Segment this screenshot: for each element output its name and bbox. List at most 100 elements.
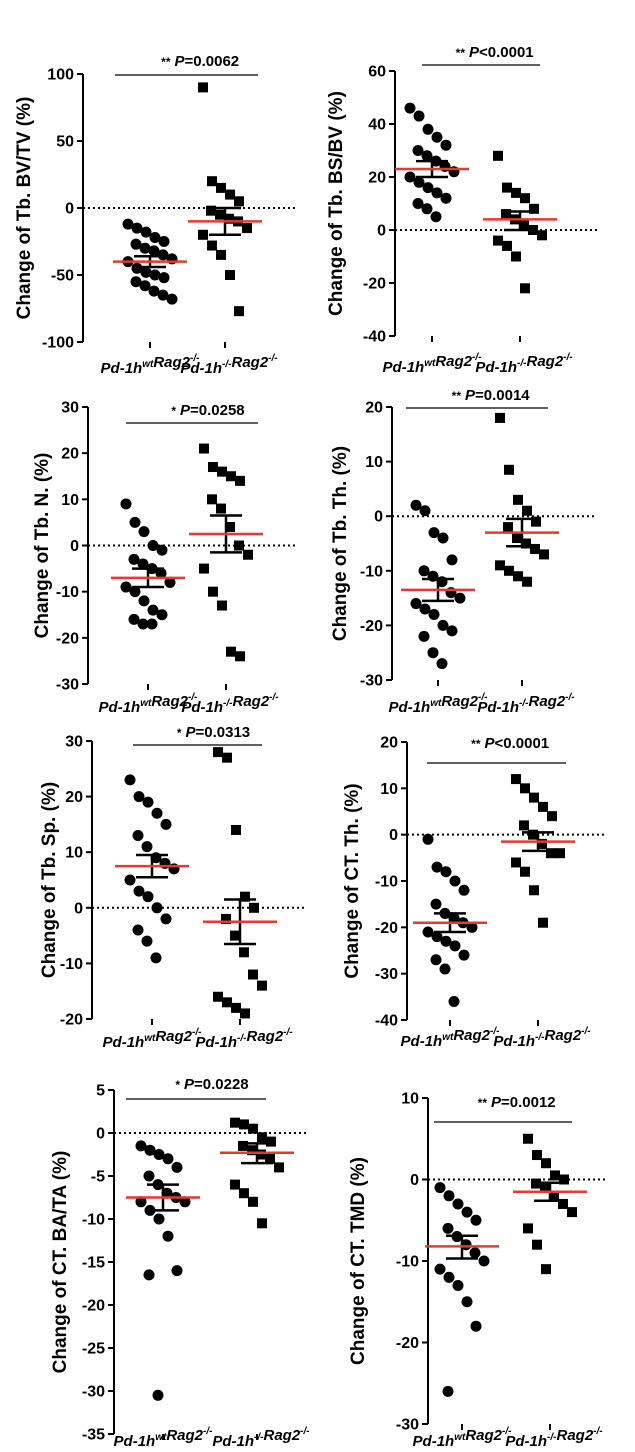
data-point-circle [164,576,176,588]
data-point-square [208,586,218,597]
y-tick-label: -20 [375,920,398,937]
data-point-circle [437,532,449,544]
data-point-square [511,774,521,785]
significance-stars: * [175,1078,180,1092]
y-tick-label: -40 [363,329,386,346]
data-point-circle [430,211,442,223]
data-point-square [216,503,226,514]
data-point-square [519,219,529,230]
p-value-label: P=0.0062 [175,53,240,70]
data-point-square [226,646,236,657]
data-point-circle [419,603,431,615]
data-point-circle [440,192,452,204]
data-point-circle [448,995,460,1007]
data-point-circle [478,1255,490,1267]
data-point-square [198,229,208,240]
data-point-circle [122,218,134,230]
data-point-circle [171,1265,183,1277]
data-point-circle [135,1140,147,1152]
category-label-0: Pd-1hwtRag2-/- [114,1426,214,1450]
y-axis-label: Change of Tb. BS/BV (%) [326,91,347,316]
category-label-1: Pd-1h-/-Rag2-/- [181,692,279,716]
y-tick-label: -10 [396,1254,419,1271]
data-point-circle [137,558,149,570]
data-point-circle [419,505,431,517]
data-point-square [503,522,513,533]
y-tick-label: 0 [65,201,74,218]
data-point-square [523,1133,533,1144]
data-point-square [528,829,538,840]
data-point-square [530,543,540,554]
data-point-square [501,209,511,220]
data-point-circle [133,791,145,803]
data-point-square [550,1170,560,1181]
data-point-circle [452,1279,464,1291]
data-point-circle [158,272,170,284]
data-point-square [216,182,226,193]
data-point-square [529,203,539,214]
data-point-circle [461,1206,473,1218]
data-point-square [238,1140,248,1151]
data-point-square [504,464,514,475]
data-point-circle [147,540,159,551]
y-tick-label: 50 [56,134,74,151]
data-point-square [495,560,505,571]
data-point-circle [418,565,430,577]
y-tick-label: 0 [96,1126,105,1143]
data-point-square [539,549,549,560]
p-value-label: P=0.0313 [186,724,251,741]
y-tick-label: 0 [74,900,83,917]
y-axis-label: Change of CT. BA/TA (%) [50,1151,71,1374]
data-point-circle [421,203,433,215]
y-tick-label: 10 [401,1091,419,1108]
p-value-label: P=0.0228 [184,1076,249,1093]
data-point-circle [443,1271,455,1283]
data-point-square [520,283,530,294]
category-label-1: Pd-1h-/-Rag2-/- [505,1426,603,1450]
data-point-square [234,540,244,551]
data-point-circle [422,926,434,938]
y-tick-label: -30 [82,1384,105,1401]
data-point-square [231,824,241,835]
data-point-circle [454,592,466,604]
data-point-circle [142,891,154,903]
y-axis-label: Change of Tb. Th. (%) [330,446,351,641]
data-point-circle [413,110,425,122]
data-point-circle [143,1170,155,1182]
category-label-0: Pd-1hwtRag2-/- [389,692,489,716]
data-point-square [555,848,565,859]
data-point-circle [421,150,433,162]
y-tick-label: 20 [61,446,79,463]
data-point-circle [157,289,169,301]
data-point-circle [157,249,169,261]
data-point-square [520,866,530,877]
data-point-circle [151,807,163,819]
data-point-circle [131,222,143,234]
data-point-circle [151,902,163,914]
data-point-square [230,1179,240,1190]
category-label-1: Pd-1h-/-Rag2-/- [212,1426,310,1450]
data-point-circle [449,940,461,952]
data-point-circle [410,598,422,610]
p-value-label: P=0.0258 [180,402,245,419]
data-point-square [235,651,245,662]
data-point-square [502,240,512,251]
y-tick-label: -15 [82,1255,105,1272]
data-point-square [208,462,218,473]
data-point-circle [144,1144,156,1156]
significance-stars: ** [471,737,481,751]
data-point-square [207,240,217,251]
data-point-square [221,913,231,924]
data-point-circle [442,1222,454,1234]
data-point-circle [436,658,448,670]
data-point-circle [439,963,451,975]
data-point-circle [141,841,153,853]
data-point-circle [129,516,141,528]
data-point-circle [140,226,152,238]
data-point-circle [431,131,443,143]
data-point-square [213,747,223,758]
data-point-square [549,1190,559,1201]
category-label-1: Pd-1h-/-Rag2-/- [195,1027,293,1051]
chart-panel-5: 30 20 10 0 -10 -20 Change of Tb. Sp. (%) * P=0.0… [39,724,306,1051]
data-point-square [234,306,244,317]
